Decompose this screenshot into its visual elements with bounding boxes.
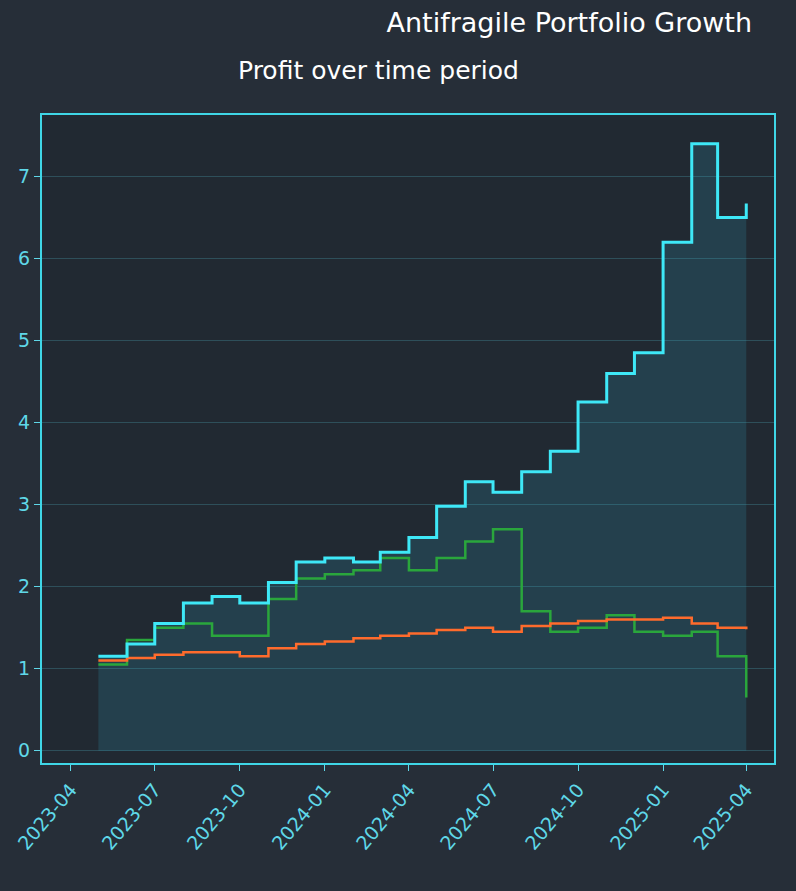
svg-text:Antifragile Portfolio Growth: Antifragile Portfolio Growth — [386, 7, 752, 38]
svg-text:4: 4 — [18, 411, 30, 433]
svg-text:2023-04: 2023-04 — [13, 779, 81, 854]
svg-text:5: 5 — [18, 329, 30, 351]
svg-text:0: 0 — [18, 739, 30, 761]
svg-text:Profit over time period: Profit over time period — [238, 56, 519, 85]
svg-text:2024-10: 2024-10 — [521, 779, 589, 854]
svg-text:2024-07: 2024-07 — [435, 779, 503, 854]
svg-text:2: 2 — [18, 575, 30, 597]
svg-text:2025-01: 2025-01 — [606, 779, 674, 854]
svg-text:2024-01: 2024-01 — [267, 779, 335, 854]
svg-text:7: 7 — [18, 165, 30, 187]
svg-text:6: 6 — [18, 247, 30, 269]
svg-text:2024-04: 2024-04 — [351, 779, 419, 854]
svg-text:1: 1 — [18, 657, 30, 679]
svg-text:2023-10: 2023-10 — [182, 779, 250, 854]
svg-text:2025-04: 2025-04 — [689, 779, 757, 854]
svg-text:2023-07: 2023-07 — [97, 779, 165, 854]
svg-text:3: 3 — [18, 493, 30, 515]
